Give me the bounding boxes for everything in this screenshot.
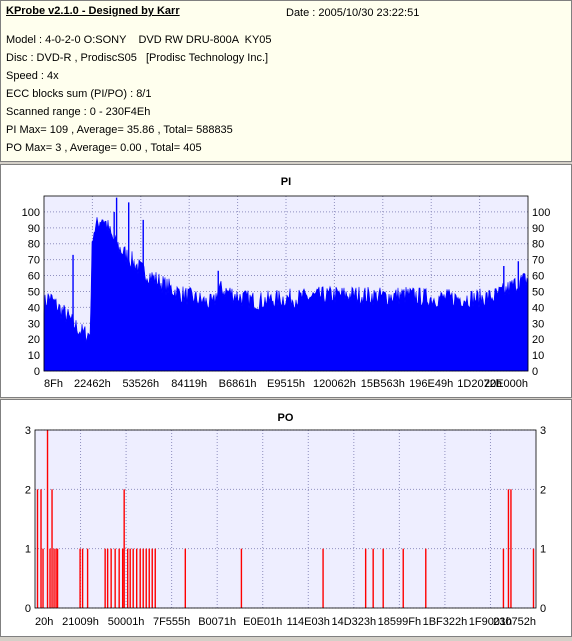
po-chart: PO 0 0 1 1 2 2 3 3 20h 21009h 50001h 7F555h B0071h E0E…	[25, 412, 546, 628]
po-x-tick-label: 114E03h	[287, 616, 330, 628]
po-x-tick-label: 14D323h	[331, 616, 376, 628]
po-x-tick-label: 50001h	[108, 616, 145, 628]
pi-y-tick-label-left: 60	[28, 271, 40, 283]
pi-y-tick-label-right: 10	[532, 350, 544, 362]
pi-stats-line: PI Max= 109 , Average= 35.86 , Total= 58…	[6, 124, 233, 136]
pi-x-tick-label: 120062h	[313, 378, 356, 390]
po-x-tick-label: 1F9001h	[469, 616, 512, 628]
pi-y-tick-label-right: 0	[532, 366, 538, 378]
po-y-tick-label-right: 1	[540, 544, 546, 556]
pi-plot-border	[43, 195, 529, 372]
pi-y-tick-label-right: 60	[532, 271, 544, 283]
po-y-tick-label-left: 3	[25, 425, 31, 437]
info-panel: KProbe v2.1.0 - Designed by Karr Date : …	[0, 0, 572, 162]
pi-x-tick-label: 196E49h	[409, 378, 453, 390]
pi-y-tick-label-left: 0	[34, 366, 40, 378]
po-plot-area	[35, 430, 536, 608]
pi-y-tick-label-right: 80	[532, 239, 544, 251]
po-y-tick-label-left: 0	[25, 603, 31, 615]
po-x-tick-label: 7F555h	[153, 616, 190, 628]
app-title: KProbe v2.1.0 - Designed by Karr	[6, 5, 180, 17]
pi-x-tick-label: 84119h	[171, 378, 207, 390]
po-y-tick-label-left: 1	[25, 544, 31, 556]
po-y-tick-label-left: 2	[25, 484, 31, 496]
pi-y-tick-label-right: 30	[532, 318, 544, 330]
pi-x-tick-label: E9515h	[267, 378, 305, 390]
pi-x-tick-label: 1D2072h	[457, 378, 502, 390]
pi-chart: PI 0 0 10 10 20 20 30 30 40 40 50 50 60 60 70 70 80 80 90 90…	[22, 176, 551, 390]
pi-x-tick-label: B6861h	[219, 378, 257, 390]
speed-line: Speed : 4x	[6, 70, 59, 82]
po-x-tick-label: E0E01h	[243, 616, 282, 628]
po-y-tick-label-right: 0	[540, 603, 546, 615]
pi-y-tick-label-right: 50	[532, 286, 544, 298]
scan-date: Date : 2005/10/30 23:22:51	[286, 7, 420, 19]
pi-y-tick-label-right: 70	[532, 255, 544, 267]
pi-y-tick-label-left: 80	[28, 239, 40, 251]
pi-y-tick-label-left: 20	[28, 334, 40, 346]
pi-y-tick-label-right: 100	[532, 207, 550, 219]
pi-y-tick-label-left: 90	[28, 223, 40, 235]
po-chart-panel: PO 0 0 1 1 2 2 3 3 20h 21009h 50001h 7F555h B0071h E0E…	[0, 399, 572, 637]
po-x-tick-label: 21009h	[62, 616, 99, 628]
pi-chart-panel: PI 0 0 10 10 20 20 30 30 40 40 50 50 60 60 70 70 80 80 90 90…	[0, 164, 572, 398]
disc-line: Disc : DVD-R , ProdiscS05 [Prodisc Techn…	[6, 52, 269, 64]
pi-x-tick-label: 53526h	[122, 378, 159, 390]
po-y-tick-label-right: 3	[540, 425, 546, 437]
pi-x-tick-label: 22462h	[74, 378, 111, 390]
scanned-range-line: Scanned range : 0 - 230F4Eh	[6, 106, 151, 118]
po-y-tick-label-right: 2	[540, 484, 546, 496]
pi-y-tick-label-right: 40	[532, 302, 544, 314]
pi-chart-title: PI	[281, 176, 291, 188]
pi-area-series	[43, 217, 529, 372]
pi-y-tick-label-left: 70	[28, 255, 40, 267]
po-x-tick-label: 18599Fh	[378, 616, 421, 628]
po-x-tick-label: 230752h	[493, 616, 536, 628]
pi-y-tick-label-left: 100	[22, 207, 40, 219]
po-chart-title: PO	[278, 412, 294, 424]
po-x-tick-label: B0071h	[198, 616, 236, 628]
po-plot-border	[34, 429, 537, 609]
po-stats-line: PO Max= 3 , Average= 0.00 , Total= 405	[6, 142, 202, 154]
pi-y-tick-label-left: 30	[28, 318, 40, 330]
pi-y-tick-label-left: 50	[28, 286, 40, 298]
pi-y-tick-label-right: 90	[532, 223, 544, 235]
po-x-tick-label: 20h	[35, 616, 53, 628]
pi-x-tick-label: 8Fh	[44, 378, 63, 390]
model-line: Model : 4-0-2-0 O:SONY DVD RW DRU-800A K…	[6, 34, 272, 46]
po-x-tick-label: 1BF322h	[423, 616, 468, 628]
pi-x-tick-label: 20E000h	[484, 378, 528, 390]
pi-y-tick-label-left: 10	[28, 350, 40, 362]
pi-y-tick-label-left: 40	[28, 302, 40, 314]
ecc-line: ECC blocks sum (PI/PO) : 8/1	[6, 88, 152, 100]
pi-y-tick-label-right: 20	[532, 334, 544, 346]
pi-x-tick-label: 15B563h	[361, 378, 405, 390]
